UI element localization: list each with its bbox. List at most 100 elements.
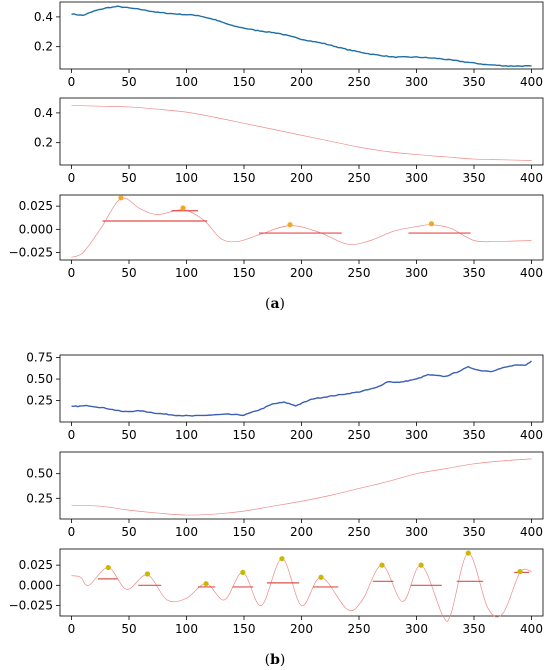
y-tick-label: 0.75 xyxy=(26,351,53,365)
panel-a-letter: a xyxy=(270,296,279,312)
chart-panel-a-2: 0 50 100 150 200 250 300 350 400 0.2 0.4 xyxy=(34,97,544,185)
x-tick-label: 50 xyxy=(121,75,136,89)
peak-marker xyxy=(318,574,324,580)
x-tick-label: 200 xyxy=(290,75,313,89)
x-tick-label: 250 xyxy=(348,266,371,280)
x-tick-label: 200 xyxy=(290,171,313,185)
chart-panel-b-1: 0 50 100 150 200 250 300 350 400 0.25 0.50 0.75 xyxy=(26,351,544,442)
x-tick-label: 150 xyxy=(233,171,256,185)
x-tick-label: 400 xyxy=(520,428,543,442)
x-tick-label: 400 xyxy=(520,171,543,185)
axes-frame xyxy=(59,548,544,617)
peak-marker xyxy=(379,562,385,568)
x-tick-label: 50 xyxy=(121,525,136,539)
x-tick-label: 350 xyxy=(463,171,486,185)
peak-marker xyxy=(118,195,124,201)
y-tick-label: 0.2 xyxy=(34,136,53,150)
x-tick-label: 300 xyxy=(405,525,428,539)
x-tick-label: 50 xyxy=(121,428,136,442)
chart-panel-b-2: 0 50 100 150 200 250 300 350 400 0.25 0.50 xyxy=(26,451,544,539)
peak-marker xyxy=(180,205,186,211)
peak-marker xyxy=(105,564,111,571)
x-tick-label: 200 xyxy=(290,428,313,442)
x-tick-label: 0 xyxy=(68,171,76,185)
peak-marker xyxy=(418,562,424,568)
peak-marker xyxy=(279,556,285,562)
axes-frame xyxy=(59,194,544,261)
x-tick-label: 50 xyxy=(121,171,136,185)
x-tick-label: 350 xyxy=(463,428,486,442)
x-tick-label: 100 xyxy=(175,525,198,539)
x-tick-label: 250 xyxy=(348,622,371,636)
series-line xyxy=(71,458,532,516)
x-tick-label: 50 xyxy=(121,266,136,280)
x-tick-label: 300 xyxy=(405,75,428,89)
panel-b-label: (b) xyxy=(265,652,286,668)
panel-b-letter: b xyxy=(270,652,280,668)
y-tick-label: 0.50 xyxy=(26,372,53,386)
axes-frame xyxy=(59,1,544,70)
peak-marker xyxy=(287,222,293,228)
y-tick-label: 0.000 xyxy=(19,222,53,236)
x-tick-label: 0 xyxy=(68,428,76,442)
axes-frame xyxy=(59,97,544,166)
x-tick-label: 100 xyxy=(175,266,198,280)
x-tick-label: 300 xyxy=(405,622,428,636)
x-tick-label: 150 xyxy=(233,622,256,636)
x-tick-label: 200 xyxy=(290,622,313,636)
peak-marker xyxy=(240,569,246,576)
plots-group: 0 50 100 150 200 250 300 350 400 0.2 0.4 0 50 100 150 2… xyxy=(9,1,544,636)
x-tick-label: 400 xyxy=(520,75,543,89)
x-tick-label: 0 xyxy=(68,622,76,636)
x-tick-label: 350 xyxy=(463,622,486,636)
peak-marker xyxy=(465,550,471,556)
x-tick-label: 350 xyxy=(463,266,486,280)
panel-a-label: (a) xyxy=(265,296,285,312)
x-tick-label: 0 xyxy=(68,525,76,539)
x-tick-label: 100 xyxy=(175,622,198,636)
peak-marker xyxy=(428,221,435,227)
x-tick-label: 200 xyxy=(290,525,313,539)
x-tick-label: 150 xyxy=(233,428,256,442)
series-line xyxy=(71,197,532,258)
chart-panel-a-1: 0 50 100 150 200 250 300 350 400 0.2 0.4 xyxy=(34,1,544,89)
x-tick-label: 400 xyxy=(520,266,543,280)
x-tick-label: 400 xyxy=(520,525,543,539)
x-tick-label: 150 xyxy=(233,75,256,89)
axes-frame xyxy=(59,451,544,520)
y-tick-label: 0.4 xyxy=(34,106,53,120)
x-tick-label: 150 xyxy=(233,266,256,280)
x-tick-label: 100 xyxy=(175,171,198,185)
x-tick-label: 300 xyxy=(405,171,428,185)
chart-panel-b-3: 0 50 100 150 200 250 300 350 400 −0.025 0.000 0.025 xyxy=(9,548,544,636)
x-tick-label: 100 xyxy=(175,75,198,89)
series-line xyxy=(71,5,532,68)
x-tick-label: 350 xyxy=(463,525,486,539)
y-tick-label: 0.25 xyxy=(26,394,53,408)
y-tick-label: 0.50 xyxy=(26,467,53,481)
x-tick-label: 400 xyxy=(520,622,543,636)
y-tick-label: 0.25 xyxy=(26,491,53,505)
x-tick-label: 100 xyxy=(175,428,198,442)
peak-marker xyxy=(203,581,209,587)
chart-panel-a-3: 0 50 100 150 200 250 300 350 400 −0.025 0.000 0.025 xyxy=(9,194,544,280)
peak-marker xyxy=(517,569,523,575)
y-tick-label: −0.025 xyxy=(9,246,53,260)
x-tick-label: 350 xyxy=(463,75,486,89)
x-tick-label: 250 xyxy=(348,525,371,539)
x-tick-label: 300 xyxy=(405,266,428,280)
x-tick-label: 50 xyxy=(121,622,136,636)
y-tick-label: 0.000 xyxy=(19,578,53,592)
series-line xyxy=(71,552,532,623)
series-line xyxy=(71,105,532,161)
x-tick-label: 150 xyxy=(233,525,256,539)
y-tick-label: 0.025 xyxy=(19,199,53,213)
y-tick-label: 0.2 xyxy=(34,40,53,54)
y-tick-label: 0.4 xyxy=(34,10,53,24)
x-tick-label: 300 xyxy=(405,428,428,442)
x-tick-label: 250 xyxy=(348,428,371,442)
series-line xyxy=(71,360,532,417)
x-tick-label: 0 xyxy=(68,75,76,89)
y-tick-label: −0.025 xyxy=(9,599,53,613)
